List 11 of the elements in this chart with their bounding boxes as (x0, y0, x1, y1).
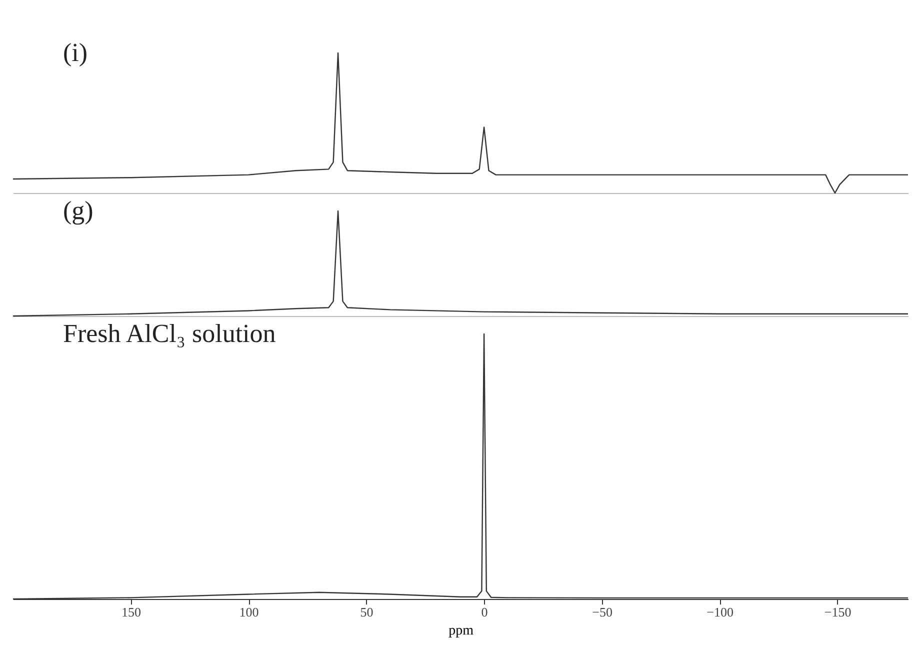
x-tick-label: −150 (824, 604, 852, 620)
x-tick-label: −50 (592, 604, 612, 620)
annotation: Fresh AlCl₃ solution (63, 319, 276, 348)
x-tick-label: 50 (360, 604, 374, 620)
x-tick-label: 0 (481, 604, 488, 620)
x-axis-title: ppm (448, 624, 474, 638)
annotation: (g) (63, 196, 94, 225)
annotation: (i) (63, 38, 88, 67)
x-tick-label: −100 (706, 604, 734, 620)
x-tick-label: 150 (122, 604, 142, 620)
x-tick-label: 100 (239, 604, 259, 620)
